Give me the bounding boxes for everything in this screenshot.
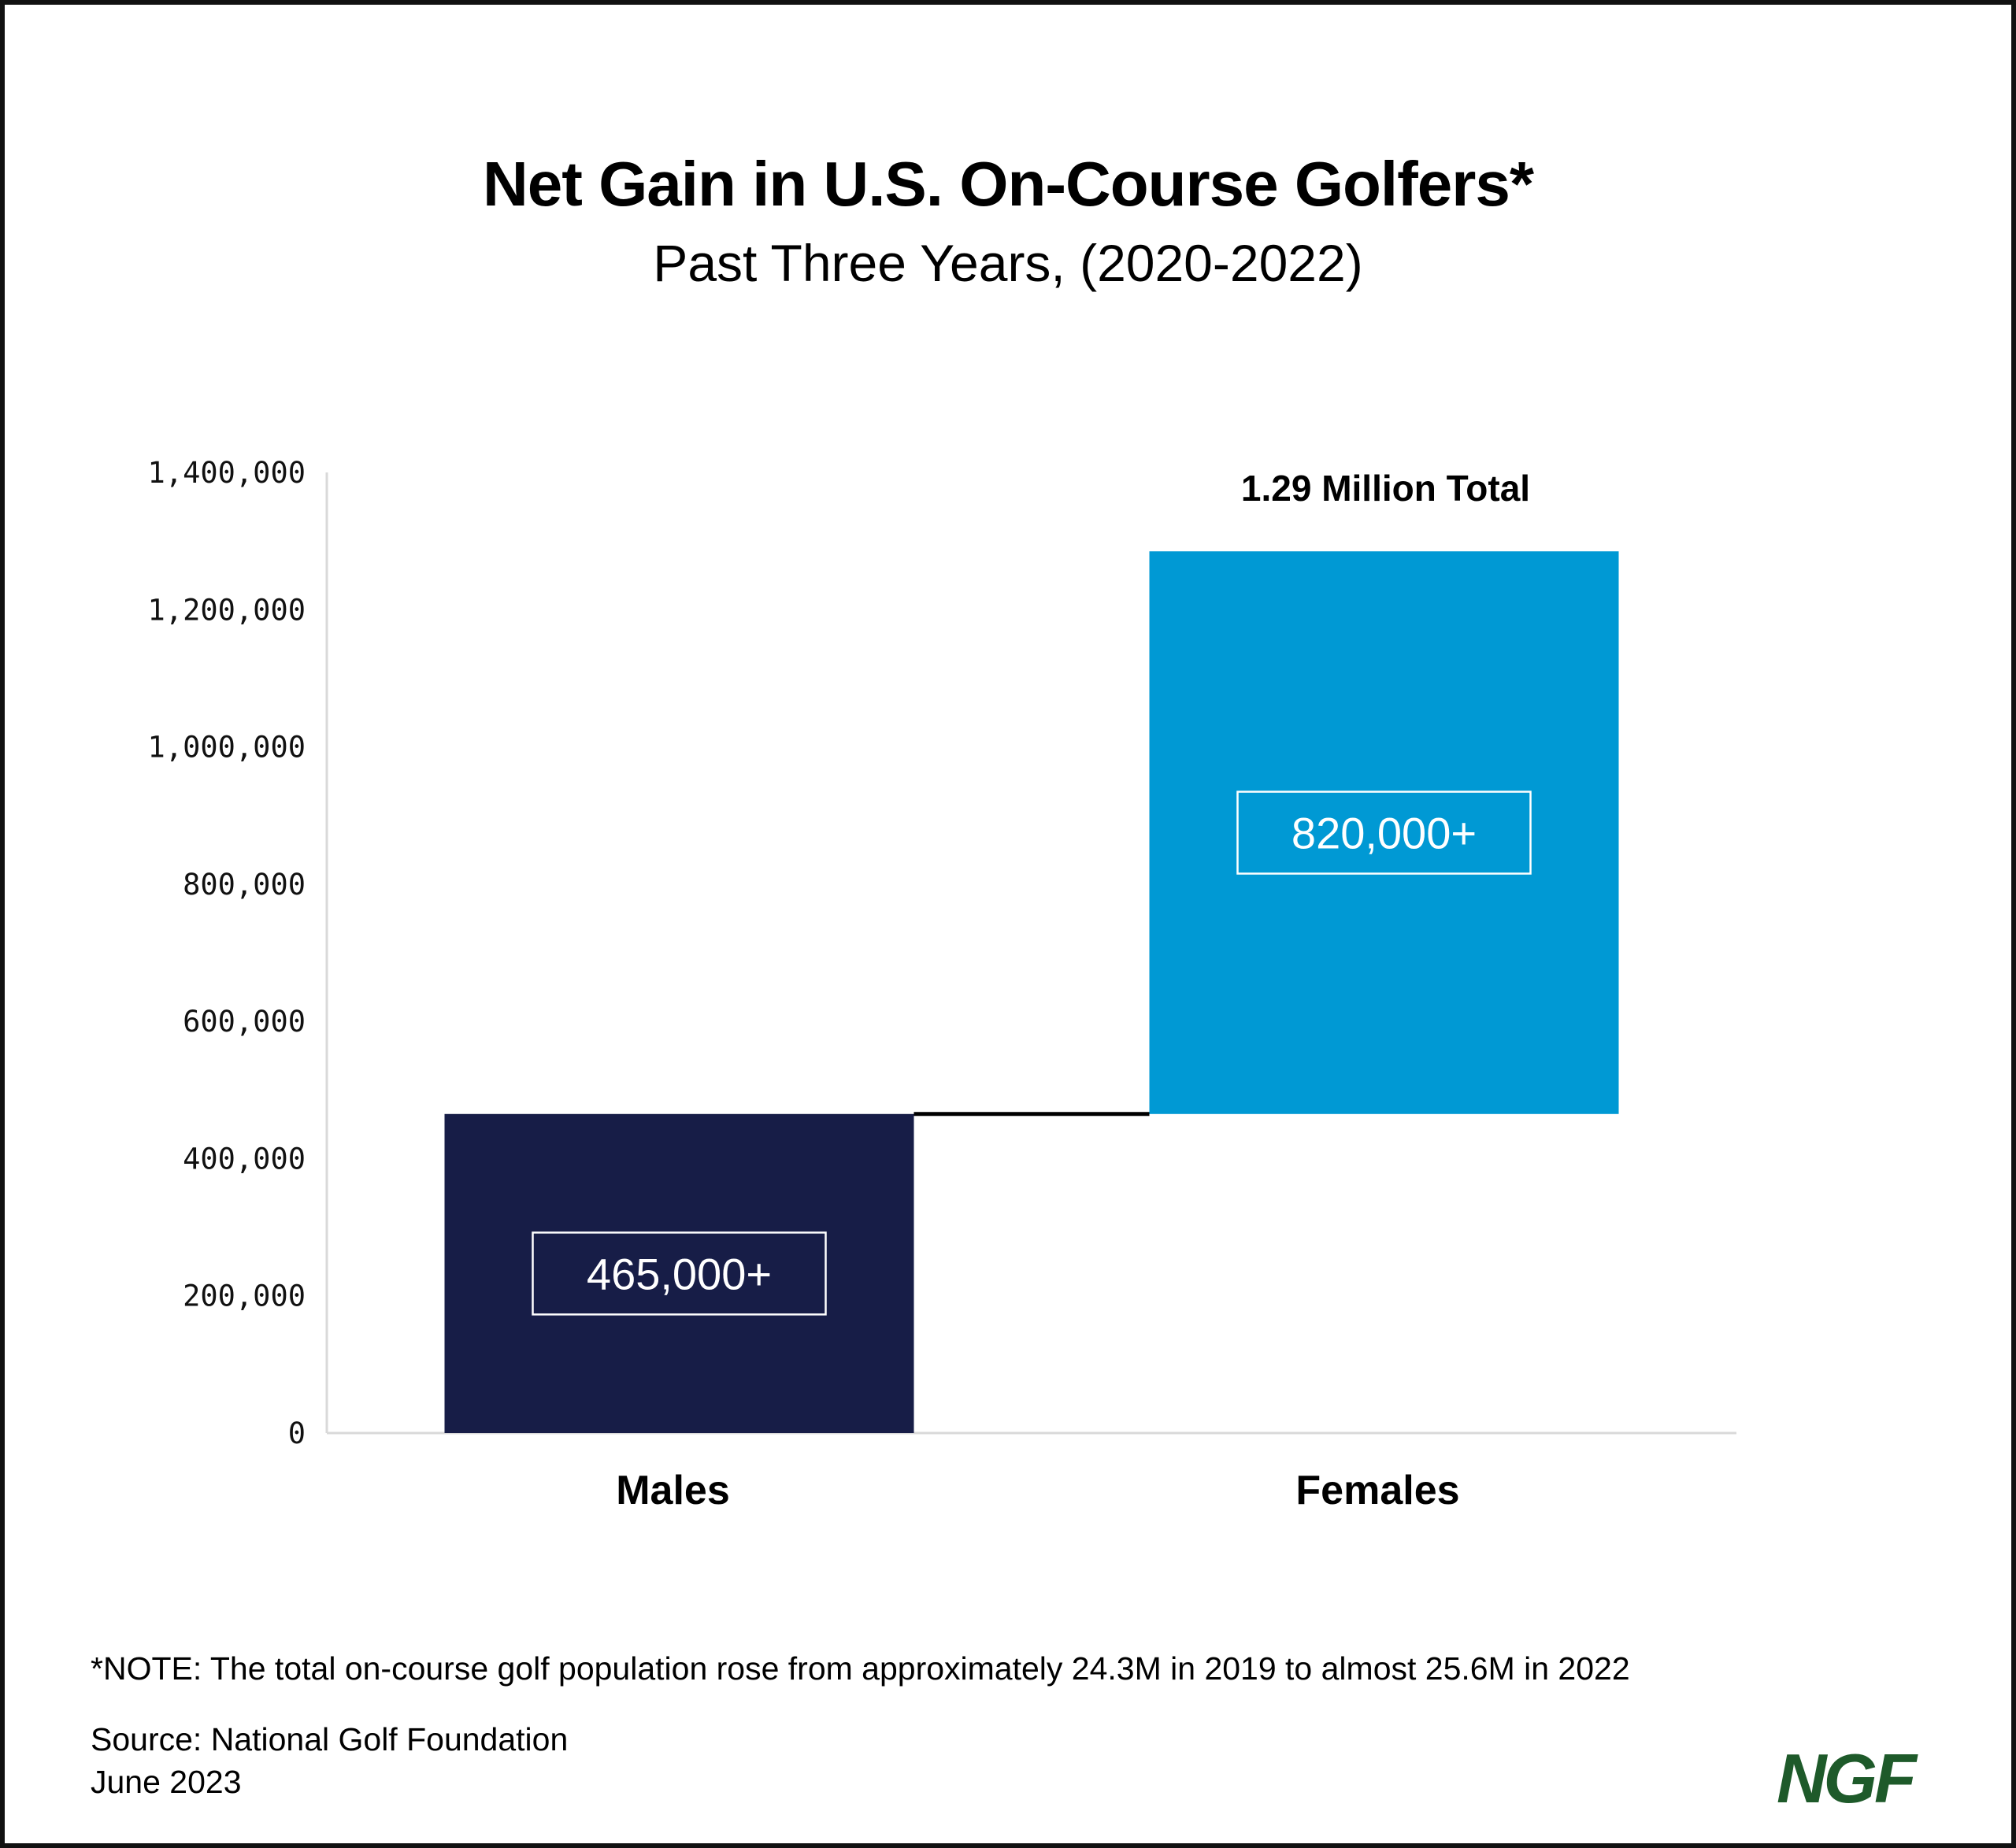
source-block: Source: National Golf Foundation June 20… xyxy=(91,1718,568,1803)
category-label: Females xyxy=(1295,1468,1459,1513)
chart-title: Net Gain in U.S. On-Course Golfers* xyxy=(482,149,1534,219)
chart-subtitle: Past Three Years, (2020-2022) xyxy=(653,234,1363,292)
data-label: 465,000+ xyxy=(587,1249,772,1298)
y-tick-label: 1,200,000 xyxy=(148,593,306,627)
footnote: *NOTE: The total on-course golf populati… xyxy=(91,1650,1630,1687)
bar-males xyxy=(444,1113,914,1433)
y-tick-label: 200,000 xyxy=(183,1280,306,1313)
y-tick-label: 1,400,000 xyxy=(148,456,306,490)
data-label-box xyxy=(532,1231,827,1316)
category-label: Males xyxy=(616,1468,730,1513)
ngf-logo: NGF xyxy=(1777,1739,1917,1817)
data-label-box xyxy=(1236,791,1532,875)
y-tick-label: 0 xyxy=(288,1417,306,1450)
source-text: Source: National Golf Foundation xyxy=(91,1721,569,1757)
y-tick-label: 600,000 xyxy=(183,1005,306,1039)
y-tick-label: 1,000,000 xyxy=(148,731,306,765)
date-text: June 2023 xyxy=(91,1764,242,1800)
y-tick-label: 800,000 xyxy=(183,868,306,902)
data-label: 820,000+ xyxy=(1292,809,1477,858)
total-label: 1.29 Million Total xyxy=(1241,468,1530,509)
bar-females xyxy=(1149,551,1619,1114)
y-tick-label: 400,000 xyxy=(183,1142,306,1176)
